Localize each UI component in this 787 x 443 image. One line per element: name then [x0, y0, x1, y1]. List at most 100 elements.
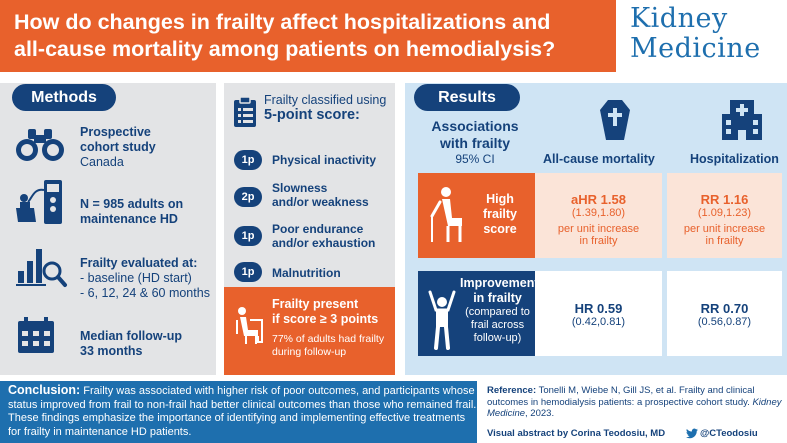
- criterion-physical-inactivity: Physical inactivity: [272, 153, 376, 167]
- reference-body: Tonelli M, Wiebe N, Gill JS, et al. Frai…: [487, 385, 755, 408]
- method-study-type: Prospective cohort study Canada: [80, 125, 160, 170]
- logo-word-kidney: Kidney: [630, 3, 728, 34]
- cell-mortality-high: aHR 1.58 (1.39,1.80) per unit increase i…: [535, 192, 662, 247]
- hosp-improve-ci: (0.56,0.87): [697, 316, 752, 328]
- dialysis-machine-icon: [16, 180, 62, 224]
- logo-word-medicine: Medicine: [630, 33, 761, 64]
- chart-magnifier-icon: [16, 249, 67, 287]
- method-months: - 6, 12, 24 & 60 months: [80, 286, 210, 300]
- frail-person-seated-icon: [236, 307, 263, 344]
- calendar-icon: [18, 317, 54, 353]
- criterion-text: and/or weakness: [272, 195, 369, 209]
- frailty-present-line1: Frailty present: [272, 297, 359, 311]
- conclusion-label: Conclusion:: [8, 383, 81, 397]
- hosp-high-ci: (1.09,1.23): [697, 207, 752, 219]
- twitter-bird-icon: [686, 428, 698, 439]
- criterion-text: Physical inactivity: [272, 153, 377, 167]
- hosp-high-value: RR 1.16: [700, 192, 749, 207]
- improvement-sub1: (compared to: [465, 306, 530, 318]
- method-frailty-timing: Frailty evaluated at: - baseline (HD sta…: [80, 256, 210, 301]
- binoculars-icon: [16, 129, 64, 161]
- method-baseline: - baseline (HD start): [80, 271, 192, 285]
- cell-bg-mortality-high: [535, 173, 662, 258]
- clipboard-list-icon: [234, 96, 256, 127]
- method-study-country: Canada: [80, 155, 124, 169]
- elderly-cane-icon: [430, 187, 462, 242]
- high-frailty-box: [418, 173, 535, 258]
- reference-journal: Kidney Medicine: [487, 396, 782, 420]
- criterion-points-badge: 2p: [234, 187, 262, 207]
- criterion-points-badge: 1p: [234, 150, 262, 170]
- improvement-label: Improvement in frailty (compared to frai…: [460, 276, 539, 345]
- header-banner: [0, 0, 616, 72]
- criterion-points-badge: 1p: [234, 262, 262, 282]
- cell-mortality-improve: HR 0.59 (0.42,0.81): [535, 301, 662, 328]
- confidence-interval-label: 95% CI: [455, 152, 495, 166]
- hosp-improve-value: RR 0.70: [700, 301, 749, 316]
- cell-hosp-high: RR 1.16 (1.09,1.23) per unit increase in…: [667, 192, 782, 247]
- cell-bg-hosp-high: [667, 173, 782, 258]
- method-follow-up-value: 33 months: [80, 344, 143, 358]
- column-header-hospitalization: Hospitalization: [690, 152, 779, 166]
- cell-hosp-improve: RR 0.70 (0.56,0.87): [667, 301, 782, 328]
- conclusion-body: Frailty was associated with higher risk …: [8, 385, 477, 438]
- criterion-text: Poor endurance: [272, 222, 364, 236]
- column-header-mortality: All-cause mortality: [543, 152, 655, 166]
- score-heading: Frailty classified using 5-point score:: [264, 93, 392, 123]
- person-cheering-icon: [428, 290, 456, 350]
- criterion-text: Malnutrition: [272, 266, 341, 280]
- title-line-1: How do changes in frailty affect hospita…: [14, 10, 551, 34]
- criterion-points-badge: 1p: [234, 226, 262, 246]
- coffin-icon: [600, 100, 630, 140]
- improvement-line1: Improvement: [460, 276, 539, 290]
- associations-line2: with frailty: [439, 135, 510, 151]
- method-follow-up: Median follow-up 33 months: [80, 329, 210, 359]
- high-frailty-line1: High: [486, 192, 514, 206]
- score-heading-line1: Frailty classified using: [264, 93, 387, 107]
- criterion-malnutrition: Malnutrition: [272, 266, 341, 280]
- associations-heading: Associations with frailty: [420, 118, 530, 152]
- reference-year: , 2023.: [525, 408, 555, 419]
- method-study-design: Prospective cohort study: [80, 125, 156, 154]
- frailty-present-title: Frailty present if score ≥ 3 points: [272, 297, 378, 327]
- method-sample-size: N = 985 adults on maintenance HD: [80, 197, 210, 227]
- criterion-slowness: Slowness and/or weakness: [272, 181, 369, 209]
- improvement-line2: in frailty: [473, 291, 522, 305]
- title-line-2: all-cause mortality among patients on he…: [14, 37, 556, 61]
- twitter-handle[interactable]: @CTeodosiu: [700, 428, 758, 439]
- mortality-high-value: aHR 1.58: [571, 192, 626, 207]
- mortality-improve-value: HR 0.59: [574, 301, 623, 316]
- mortality-high-note2: in frailty: [579, 235, 618, 247]
- associations-line1: Associations: [431, 118, 519, 134]
- method-frailty-evaluated: Frailty evaluated at:: [80, 256, 198, 270]
- conclusion-box: [0, 381, 477, 443]
- high-frailty-label: High frailty score: [470, 192, 530, 237]
- criterion-text: and/or exhaustion: [272, 236, 376, 250]
- mortality-improve-ci: (0.42,0.81): [571, 316, 626, 328]
- method-n-adults: N = 985 adults on maintenance HD: [80, 197, 184, 226]
- improvement-sub2: frail across: [470, 319, 525, 331]
- reference: Reference: Tonelli M, Wiebe N, Gill JS, …: [487, 385, 783, 420]
- cell-bg-mortality-improve: [535, 271, 662, 356]
- author-credit: Visual abstract by Corina Teodosiu, MD: [487, 428, 666, 439]
- page-title: How do changes in frailty affect hospita…: [14, 9, 614, 63]
- mortality-high-note: per unit increase: [557, 223, 640, 235]
- improvement-sub3: follow-up): [473, 332, 522, 344]
- high-frailty-line3: score: [483, 222, 517, 236]
- cell-bg-hosp-improve: [667, 271, 782, 356]
- frailty-present-line2: if score ≥ 3 points: [272, 312, 379, 326]
- mortality-high-ci: (1.39,1.80): [571, 207, 626, 219]
- results-label: Results: [414, 84, 520, 111]
- high-frailty-line2: frailty: [482, 207, 518, 221]
- score-heading-line2: 5-point score:: [264, 107, 360, 123]
- hospital-icon: [722, 100, 762, 140]
- journal-logo: Kidney Medicine: [616, 0, 787, 72]
- frailty-prevalence: 77% of adults had frailty during follow-…: [272, 333, 385, 358]
- hosp-high-note: per unit increase: [683, 223, 766, 235]
- method-follow-up-label: Median follow-up: [80, 329, 183, 343]
- criterion-endurance: Poor endurance and/or exhaustion: [272, 222, 375, 250]
- reference-label: Reference:: [487, 385, 537, 396]
- methods-label: Methods: [12, 84, 116, 111]
- criterion-text: Slowness: [272, 181, 328, 195]
- conclusion-text: Conclusion: Frailty was associated with …: [8, 383, 478, 439]
